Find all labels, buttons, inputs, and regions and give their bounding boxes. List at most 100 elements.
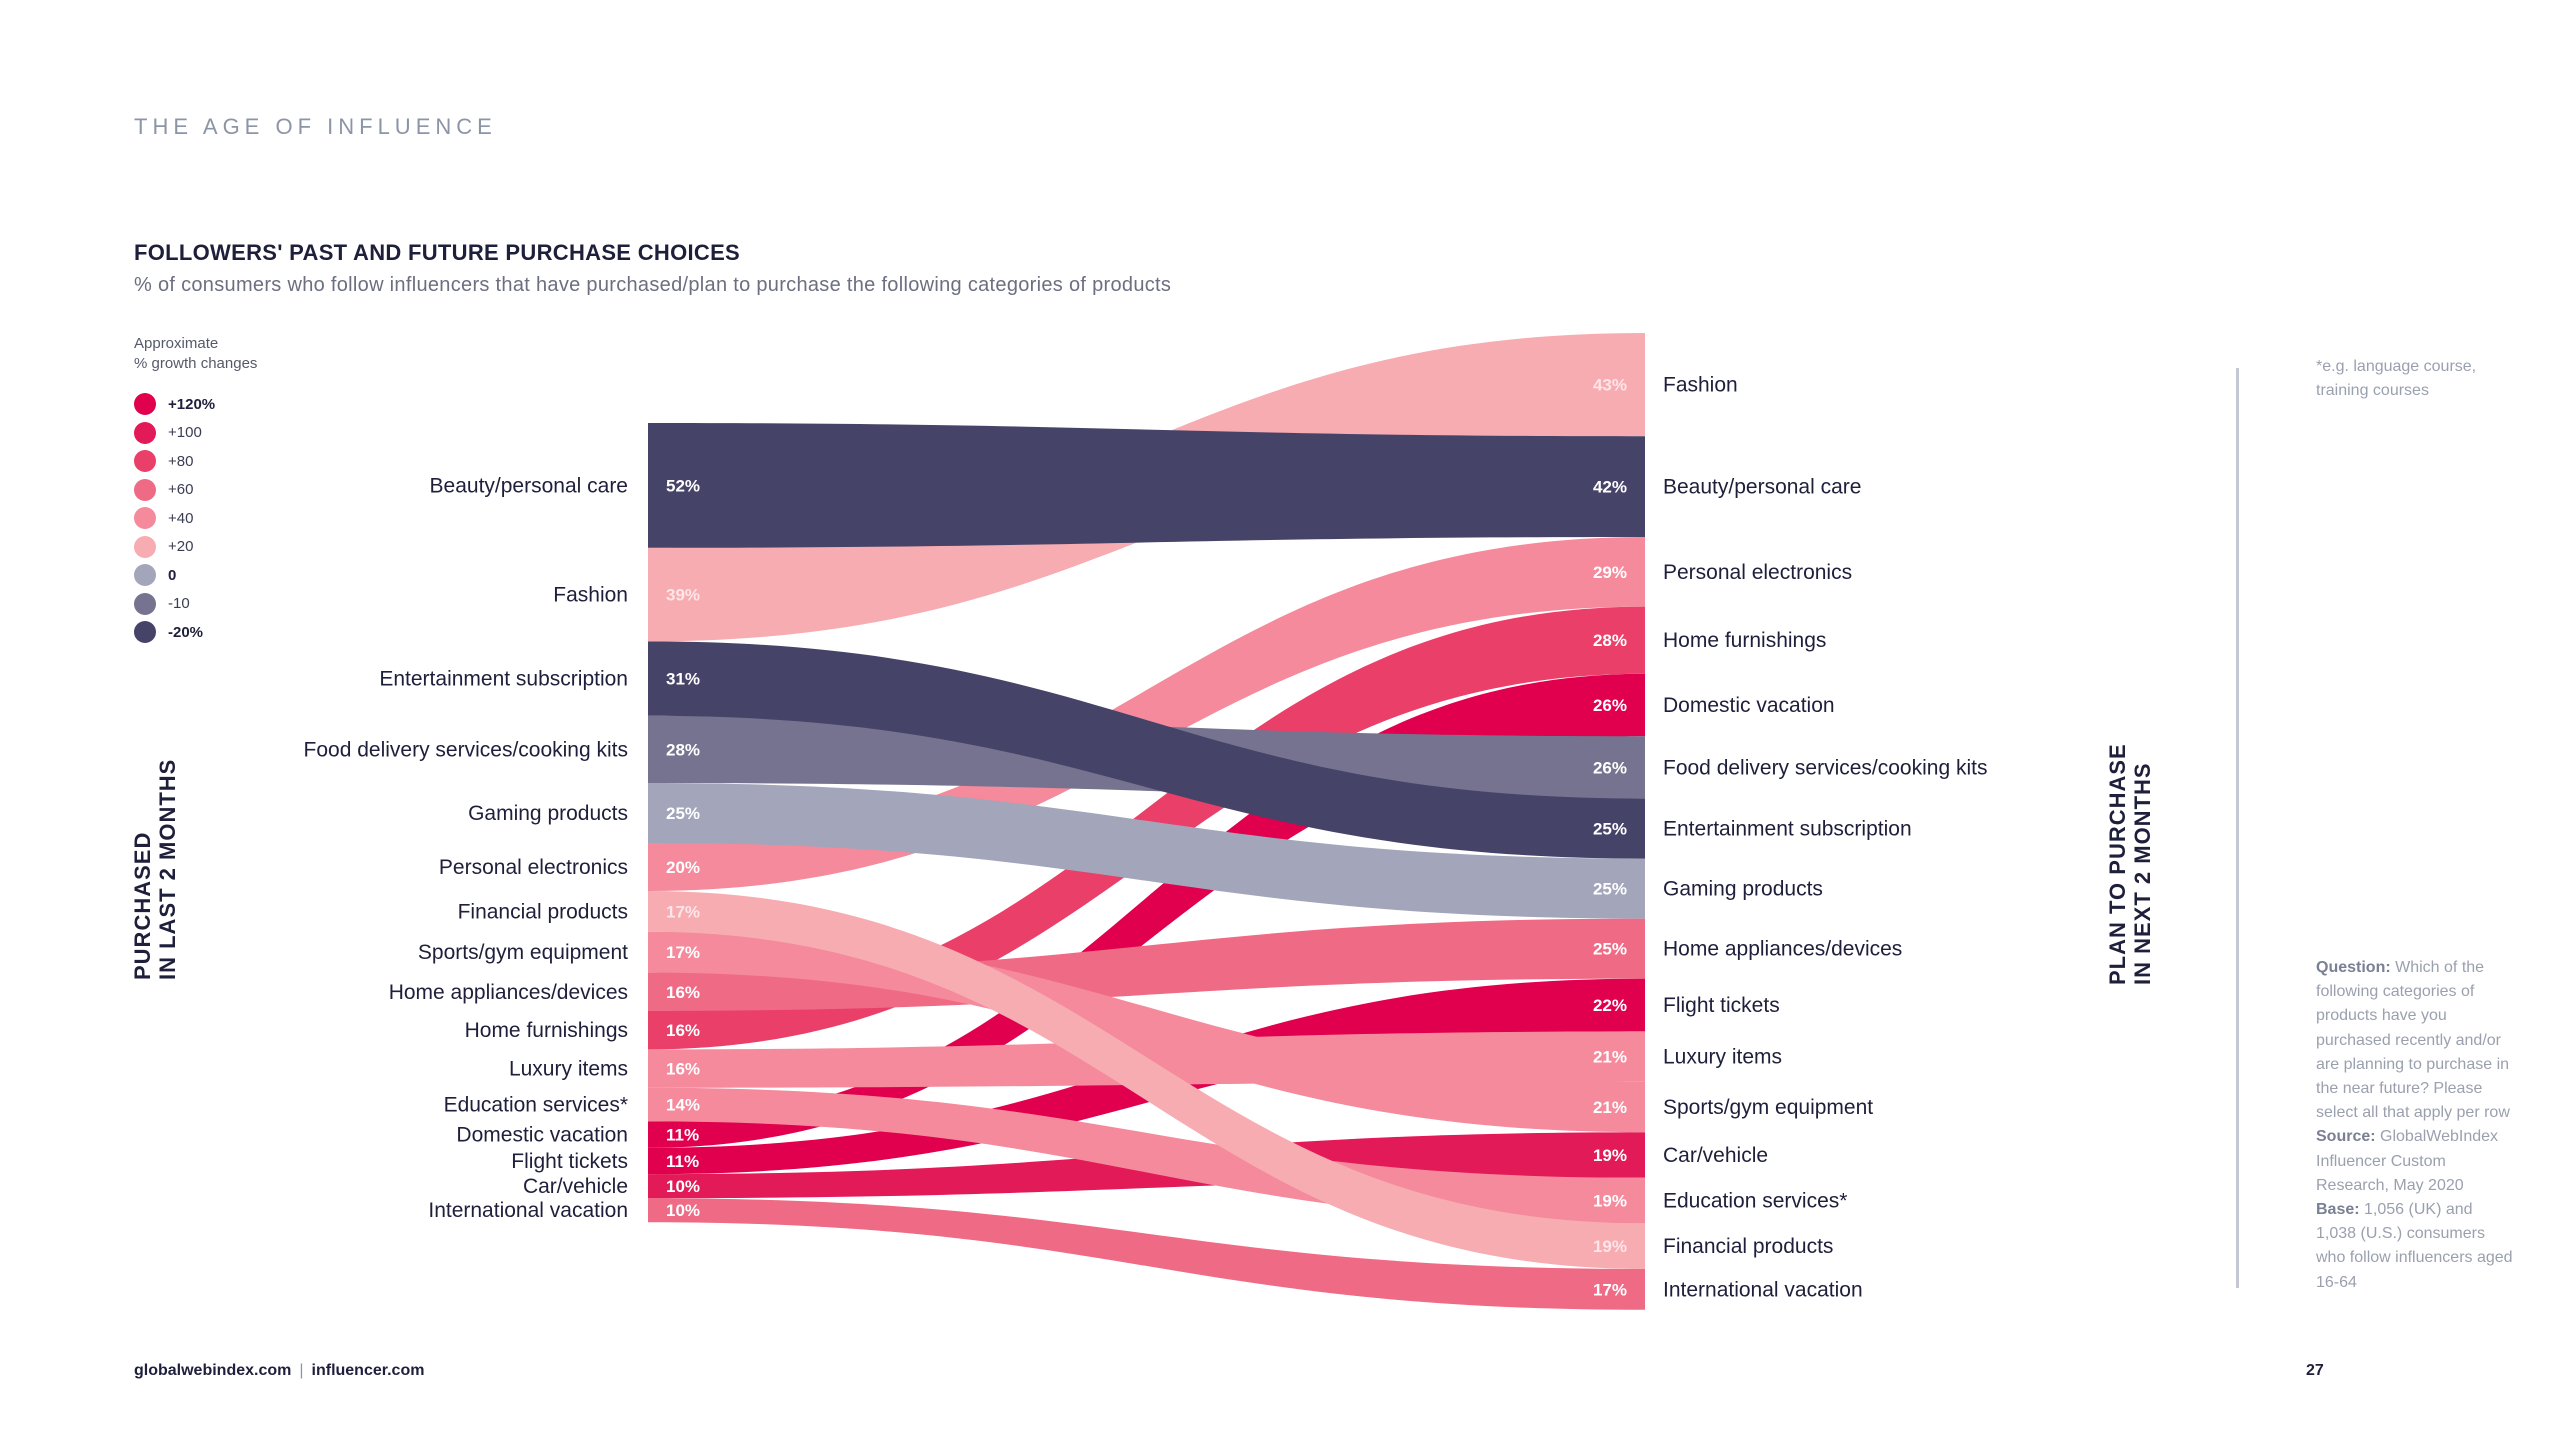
right-category-label: Entertainment subscription — [1663, 818, 1912, 841]
left-category-label: Entertainment subscription — [379, 668, 628, 691]
legend-item: +60 — [134, 476, 215, 505]
left-category-label: Domestic vacation — [456, 1124, 628, 1147]
source-label: Source: — [2316, 1128, 2376, 1146]
right-category-label: Financial products — [1663, 1235, 1833, 1258]
left-category-label: Beauty/personal care — [430, 474, 628, 497]
flow-band — [648, 673, 1645, 1148]
legend-swatch — [134, 393, 156, 416]
left-value-label: 16% — [666, 983, 700, 1002]
left-value-label: 11% — [666, 1126, 699, 1145]
legend-label: +40 — [168, 509, 194, 527]
legend-swatch — [134, 450, 156, 473]
left-category-label: Education services* — [444, 1094, 628, 1117]
right-value-label: 22% — [1593, 996, 1627, 1015]
right-category-label: Sports/gym equipment — [1663, 1096, 1873, 1119]
left-value-label: 39% — [666, 586, 700, 605]
legend-label: +60 — [168, 481, 194, 499]
right-category-label: Flight tickets — [1663, 994, 1780, 1017]
legend-swatch — [134, 421, 156, 444]
right-category-label: Luxury items — [1663, 1046, 1782, 1069]
right-category-label: Fashion — [1663, 374, 1738, 397]
legend-title-line2: % growth changes — [134, 355, 258, 372]
right-value-label: 21% — [1593, 1098, 1627, 1117]
left-category-label: Food delivery services/cooking kits — [304, 738, 628, 761]
right-value-label: 17% — [1593, 1280, 1627, 1299]
right-category-label: Car/vehicle — [1663, 1144, 1768, 1167]
legend-item: +20 — [134, 533, 215, 562]
left-category-label: Gaming products — [468, 802, 628, 825]
legend-swatch — [134, 592, 156, 615]
right-value-label: 25% — [1593, 880, 1627, 899]
chart-title: FOLLOWERS' PAST AND FUTURE PURCHASE CHOI… — [134, 240, 741, 265]
left-category-label: Fashion — [553, 584, 628, 607]
legend-label: +20 — [168, 538, 194, 556]
base-text: 1,056 (UK) and 1,038 (U.S.) consumers wh… — [2316, 1201, 2513, 1291]
right-category-label: Food delivery services/cooking kits — [1663, 756, 1987, 779]
right-value-label: 29% — [1593, 563, 1627, 582]
left-category-label: Financial products — [458, 900, 628, 923]
left-category-label: Personal electronics — [439, 856, 628, 879]
right-value-label: 28% — [1593, 631, 1627, 650]
right-value-label: 19% — [1593, 1237, 1627, 1256]
right-category-label: Home appliances/devices — [1663, 938, 1902, 961]
right-category-label: Personal electronics — [1663, 561, 1852, 584]
footer: globalwebindex.com | influencer.com — [134, 1362, 425, 1379]
flow-band — [648, 783, 1645, 919]
footnote-line1: *e.g. language course, — [2316, 358, 2477, 375]
right-value-label: 19% — [1593, 1146, 1627, 1165]
legend-item: -10 — [134, 590, 215, 619]
legend-label: -20% — [168, 623, 204, 641]
legend-title: Approximate % growth changes — [134, 334, 334, 374]
legend-item: 0 — [134, 561, 215, 590]
right-value-label: 26% — [1593, 758, 1627, 777]
flow-band — [648, 537, 1645, 891]
legend-item: +40 — [134, 504, 215, 533]
section-header: THE AGE OF INFLUENCE — [134, 114, 497, 139]
footnote-line2: training courses — [2316, 382, 2429, 399]
left-value-label: 17% — [666, 902, 700, 921]
page-number: 27 — [2306, 1362, 2324, 1379]
legend-item: -20% — [134, 618, 215, 647]
right-value-label: 25% — [1593, 940, 1627, 959]
legend-swatch — [134, 621, 156, 644]
legend-swatch — [134, 507, 156, 530]
footer-link-influencer[interactable]: influencer.com — [311, 1362, 425, 1379]
base-label: Base: — [2316, 1201, 2360, 1219]
right-category-label: Education services* — [1663, 1190, 1847, 1213]
left-value-label: 31% — [666, 670, 700, 689]
legend-label: 0 — [168, 566, 177, 584]
right-value-label: 43% — [1593, 376, 1627, 395]
left-value-label: 17% — [666, 943, 700, 962]
footnote: *e.g. language course, training courses — [2316, 355, 2516, 403]
right-value-label: 26% — [1593, 696, 1627, 715]
left-value-label: 16% — [666, 1060, 700, 1079]
right-category-label: Gaming products — [1663, 878, 1823, 901]
right-category-label: Home furnishings — [1663, 629, 1826, 652]
right-value-label: 42% — [1593, 478, 1627, 497]
left-category-label: Sports/gym equipment — [418, 941, 628, 964]
left-category-label: Flight tickets — [511, 1150, 628, 1173]
left-category-label: Luxury items — [509, 1058, 628, 1081]
footer-link-globalwebindex[interactable]: globalwebindex.com — [134, 1362, 292, 1379]
right-value-label: 21% — [1593, 1048, 1627, 1067]
flow-band — [648, 891, 1645, 1269]
left-value-label: 28% — [666, 740, 700, 759]
left-value-label: 52% — [666, 476, 700, 495]
legend-title-line1: Approximate — [134, 335, 219, 352]
left-value-label: 10% — [666, 1201, 700, 1220]
legend-label: +80 — [168, 452, 194, 470]
right-category-label: International vacation — [1663, 1278, 1863, 1301]
left-value-label: 25% — [666, 804, 700, 823]
left-value-label: 11% — [666, 1152, 699, 1171]
question-text: Which of the following categories of pro… — [2316, 959, 2510, 1122]
legend-item: +100 — [134, 419, 215, 448]
left-value-label: 10% — [666, 1177, 700, 1196]
legend-swatch — [134, 478, 156, 501]
right-value-label: 19% — [1593, 1192, 1627, 1211]
right-value-label: 25% — [1593, 820, 1627, 839]
legend-label: +100 — [168, 424, 202, 442]
right-category-label: Beauty/personal care — [1663, 476, 1861, 499]
question-label: Question: — [2316, 959, 2391, 976]
right-category-label: Domestic vacation — [1663, 694, 1835, 717]
